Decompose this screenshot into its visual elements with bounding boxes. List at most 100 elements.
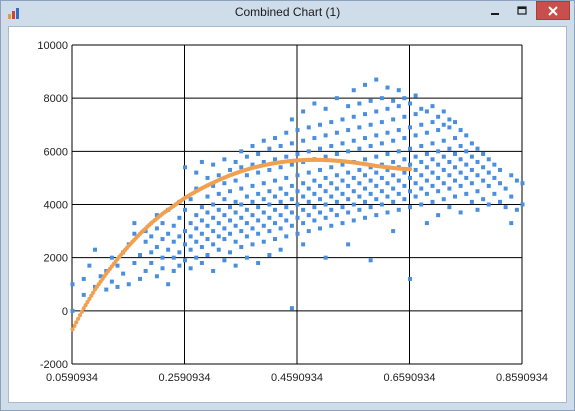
scatter-point <box>228 250 233 255</box>
scatter-point <box>351 175 356 180</box>
scatter-point <box>413 167 418 172</box>
scatter-point <box>194 255 199 260</box>
scatter-point <box>453 120 458 125</box>
scatter-point <box>385 167 390 172</box>
scatter-point <box>413 112 418 117</box>
scatter-point <box>436 114 441 119</box>
scatter-point <box>312 101 317 106</box>
scatter-point <box>188 197 193 202</box>
scatter-point <box>413 154 418 159</box>
scatter-point <box>295 202 300 207</box>
scatter-point <box>267 229 272 234</box>
scatter-point <box>306 170 311 175</box>
scatter-point <box>368 178 373 183</box>
scatter-point <box>244 221 249 226</box>
scatter-point <box>177 250 182 255</box>
scatter-point <box>284 205 289 210</box>
scatter-point <box>239 165 244 170</box>
scatter-point <box>363 173 368 178</box>
scatter-point <box>143 239 148 244</box>
scatter-point <box>402 197 407 202</box>
y-tick-label: 4000 <box>44 200 68 212</box>
scatter-point <box>199 205 204 210</box>
scatter-point <box>244 194 249 199</box>
scatter-point <box>419 186 424 191</box>
scatter-point <box>413 93 418 98</box>
scatter-point <box>514 178 519 183</box>
scatter-point <box>256 218 261 223</box>
curve-point <box>81 306 86 311</box>
scatter-point <box>379 96 384 101</box>
scatter-point <box>357 146 362 151</box>
y-tick-label: -2000 <box>40 359 68 371</box>
curve-point <box>87 296 92 301</box>
title-bar[interactable]: Combined Chart (1) <box>1 1 574 25</box>
scatter-point <box>340 162 345 167</box>
scatter-point <box>244 234 249 239</box>
close-icon <box>548 5 558 16</box>
scatter-point <box>318 122 323 127</box>
close-button[interactable] <box>536 1 570 20</box>
scatter-point <box>261 239 266 244</box>
scatter-point <box>323 189 328 194</box>
scatter-point <box>447 173 452 178</box>
scatter-point <box>436 213 441 218</box>
scatter-point <box>171 255 176 260</box>
scatter-point <box>199 218 204 223</box>
curve-point <box>407 167 413 172</box>
scatter-point <box>396 128 401 133</box>
scatter-point <box>385 210 390 215</box>
y-tick-label: 8000 <box>44 93 68 105</box>
scatter-point <box>205 210 210 215</box>
scatter-point <box>458 170 463 175</box>
scatter-point <box>368 98 373 103</box>
scatter-point <box>498 167 503 172</box>
scatter-point <box>295 231 300 236</box>
scatter-point <box>464 162 469 167</box>
scatter-point <box>160 221 165 226</box>
scatter-point <box>419 159 424 164</box>
curve-point <box>89 293 94 298</box>
scatter-point <box>430 183 435 188</box>
scatter-point <box>396 178 401 183</box>
scatter-point <box>318 210 323 215</box>
scatter-point <box>132 260 137 265</box>
scatter-point <box>104 287 109 292</box>
scatter-point <box>346 210 351 215</box>
maximize-button[interactable] <box>509 1 535 20</box>
scatter-point <box>87 263 92 268</box>
scatter-point <box>261 138 266 143</box>
scatter-point <box>166 247 171 252</box>
curve-point <box>77 313 83 318</box>
scatter-point <box>379 202 384 207</box>
curve-point <box>72 323 77 328</box>
scatter-point <box>233 210 238 215</box>
scatter-point <box>109 255 114 260</box>
scatter-point <box>267 215 272 220</box>
scatter-point <box>357 194 362 199</box>
scatter-point <box>396 207 401 212</box>
scatter-point <box>469 167 474 172</box>
scatter-point <box>222 213 227 218</box>
scatter-point <box>447 186 452 191</box>
scatter-point <box>441 197 446 202</box>
chart-app-icon[interactable] <box>7 6 21 20</box>
curve-point <box>85 299 90 305</box>
scatter-point <box>334 173 339 178</box>
scatter-point <box>216 207 221 212</box>
scatter-point <box>289 141 294 146</box>
scatter-point <box>239 215 244 220</box>
scatter-point <box>413 181 418 186</box>
combined-chart: 0.0590934 0.2590934 0.4590934 0.6590934 0.85… <box>37 40 548 384</box>
scatter-point <box>430 120 435 125</box>
scatter-point <box>363 157 368 162</box>
scatter-point <box>481 197 486 202</box>
scatter-point <box>340 178 345 183</box>
minimize-button[interactable] <box>482 1 508 20</box>
scatter-point <box>441 109 446 114</box>
scatter-point <box>115 263 120 268</box>
scatter-point <box>211 242 216 247</box>
scatter-point <box>289 117 294 122</box>
scatter-point <box>278 165 283 170</box>
